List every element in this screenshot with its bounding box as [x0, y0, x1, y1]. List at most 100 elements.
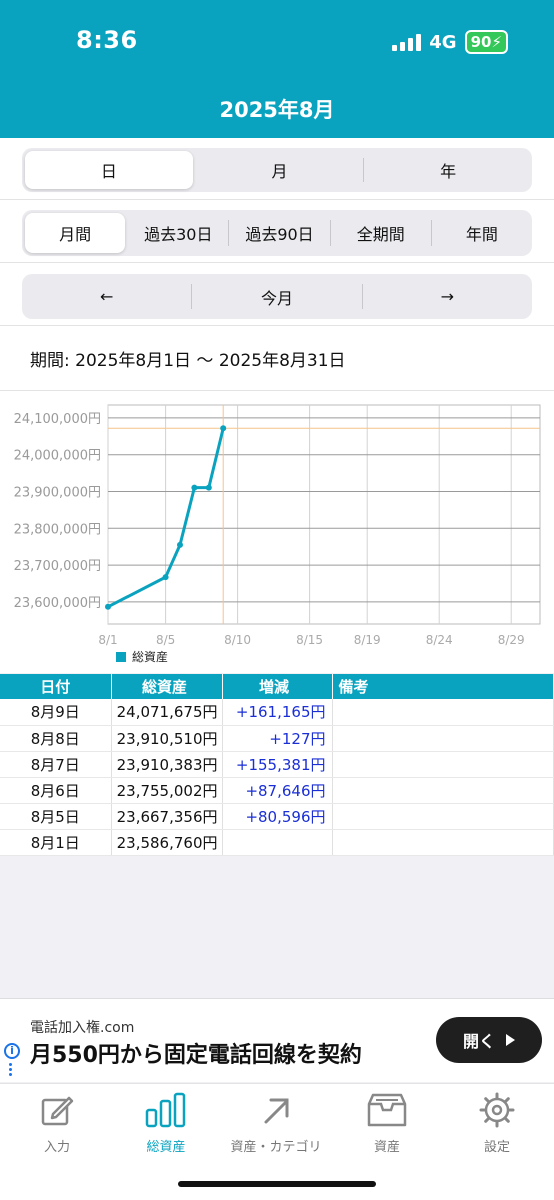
tab-monthly[interactable]: 月間 — [25, 213, 126, 253]
date-cell: 8月5日 — [0, 803, 112, 830]
legend-swatch — [116, 651, 126, 662]
column-header-date: 日付 — [0, 674, 112, 699]
period-navigator: ← 今月 → — [22, 274, 532, 319]
range-segmented-control: 月間 過去30日 過去90日 全期間 年間 — [22, 210, 532, 256]
data-point[interactable] — [220, 425, 227, 432]
tab-yearly[interactable]: 年間 — [432, 210, 532, 256]
tab-past-30-days[interactable]: 過去30日 — [128, 210, 228, 256]
tab-assets[interactable]: 資産 — [332, 1092, 442, 1155]
tab-input[interactable]: 入力 — [2, 1092, 112, 1155]
ad-choices-icon — [9, 1063, 13, 1078]
signal-icon — [392, 33, 422, 51]
chart-legend: 総資産 — [116, 648, 168, 665]
status-indicators: 4G 90⚡ — [392, 30, 508, 54]
tab-settings[interactable]: 設定 — [442, 1092, 552, 1155]
total-assets-cell: 23,910,383円 — [111, 751, 223, 778]
table-row[interactable]: 8月1日 23,586,760円 — [0, 829, 554, 856]
battery-icon: 90⚡ — [464, 30, 508, 54]
data-point[interactable] — [177, 541, 183, 548]
page-title: 2025年8月 — [219, 98, 335, 122]
note-cell — [332, 699, 554, 726]
total-assets-cell: 23,755,002円 — [111, 777, 223, 804]
table-row[interactable]: 8月6日 23,755,002円 +87,646円 — [0, 777, 554, 804]
x-tick-label: 8/1 — [98, 633, 117, 647]
table-header-row: 日付 総資産 増減 備考 — [0, 674, 554, 699]
ad-banner[interactable]: 電話加入権.com i 月550円から固定電話回線を契約 開く — [0, 998, 554, 1082]
change-cell: +80,596円 — [222, 803, 333, 830]
previous-period-button[interactable]: ← — [22, 274, 191, 319]
assets-history-table: 日付 総資産 増減 備考 8月9日 24,071,675円 +161,165円 8月8… — [0, 674, 554, 856]
x-tick-label: 8/10 — [224, 633, 251, 647]
series-line — [107, 427, 225, 609]
tab-month[interactable]: 月 — [196, 148, 364, 192]
bottom-tab-bar: 入力 総資産 資産・カテゴリ 資産 — [0, 1083, 554, 1200]
archive-box-icon — [367, 1093, 407, 1127]
ad-open-button[interactable]: 開く — [436, 1017, 542, 1063]
total-assets-cell: 24,071,675円 — [111, 699, 223, 726]
note-cell — [332, 725, 554, 752]
data-point[interactable] — [105, 603, 111, 610]
date-cell: 8月8日 — [0, 725, 112, 752]
table-row[interactable]: 8月5日 23,667,356円 +80,596円 — [0, 803, 554, 830]
date-cell: 8月9日 — [0, 699, 112, 726]
divider — [0, 325, 554, 326]
arrow-right-icon: → — [440, 287, 455, 306]
tab-label: 入力 — [43, 1140, 70, 1155]
segment-separator — [363, 158, 365, 182]
segment-separator — [329, 220, 331, 246]
info-icon[interactable]: i — [4, 1043, 20, 1059]
note-cell — [332, 829, 554, 856]
tab-label: 年 — [440, 162, 457, 181]
y-tick-label: 24,100,000円 — [14, 412, 101, 427]
tab-label: 総資産 — [146, 1140, 186, 1155]
plot-area — [107, 404, 541, 625]
note-cell — [332, 777, 554, 804]
segment-separator — [361, 284, 363, 309]
home-indicator — [178, 1181, 376, 1187]
y-tick-label: 23,700,000円 — [14, 559, 101, 574]
tab-asset-category[interactable]: 資産・カテゴリ — [221, 1092, 331, 1155]
tab-day[interactable]: 日 — [25, 151, 193, 189]
note-cell — [332, 751, 554, 778]
divider — [0, 199, 554, 200]
tab-label: 過去90日 — [245, 225, 314, 244]
total-assets-cell: 23,910,510円 — [111, 725, 223, 752]
x-tick-label: 8/5 — [156, 633, 175, 647]
x-tick-label: 8/19 — [354, 633, 381, 647]
bar-chart-icon — [145, 1092, 186, 1128]
data-point[interactable] — [191, 484, 198, 491]
divider — [0, 262, 554, 263]
play-icon — [506, 1034, 515, 1046]
table-row[interactable]: 8月8日 23,910,510円 +127円 — [0, 725, 554, 752]
ad-headline: 月550円から固定電話回線を契約 — [30, 1043, 362, 1068]
date-cell: 8月7日 — [0, 751, 112, 778]
tab-label: 資産 — [373, 1140, 400, 1155]
date-cell: 8月1日 — [0, 829, 112, 856]
edit-icon — [41, 1096, 74, 1126]
y-tick-label: 23,600,000円 — [14, 596, 101, 611]
network-type: 4G — [429, 31, 457, 53]
data-point[interactable] — [205, 484, 212, 491]
unit-segmented-control: 日 月 年 — [22, 148, 532, 192]
total-assets-line-chart[interactable]: 8/1 8/5 8/10 8/15 8/19 8/24 8/29 24,100,000円 24,… — [0, 396, 554, 671]
tab-past-90-days[interactable]: 過去90日 — [229, 210, 329, 256]
table-row[interactable]: 8月7日 23,910,383円 +155,381円 — [0, 751, 554, 778]
y-tick-label: 23,900,000円 — [14, 485, 101, 500]
ad-domain: 電話加入権.com — [30, 1020, 135, 1036]
segment-separator — [430, 220, 432, 246]
period-label: 期間: 2025年8月1日 〜 2025年8月31日 — [30, 351, 346, 371]
segment-separator — [228, 220, 230, 246]
change-cell: +87,646円 — [222, 777, 333, 804]
table-row[interactable]: 8月9日 24,071,675円 +161,165円 — [0, 699, 554, 726]
x-tick-label: 8/24 — [426, 633, 453, 647]
current-month-button[interactable]: 今月 — [192, 274, 361, 319]
app-header: 8:36 4G 90⚡ 2025年8月 — [0, 0, 554, 138]
tab-total-assets[interactable]: 総資産 — [111, 1092, 221, 1155]
tab-all-time[interactable]: 全期間 — [331, 210, 431, 256]
y-tick-label: 24,000,000円 — [14, 449, 101, 464]
date-cell: 8月6日 — [0, 777, 112, 804]
data-point[interactable] — [162, 574, 169, 581]
tab-label: 月間 — [59, 225, 92, 244]
tab-year[interactable]: 年 — [364, 148, 532, 192]
next-period-button[interactable]: → — [363, 274, 532, 319]
